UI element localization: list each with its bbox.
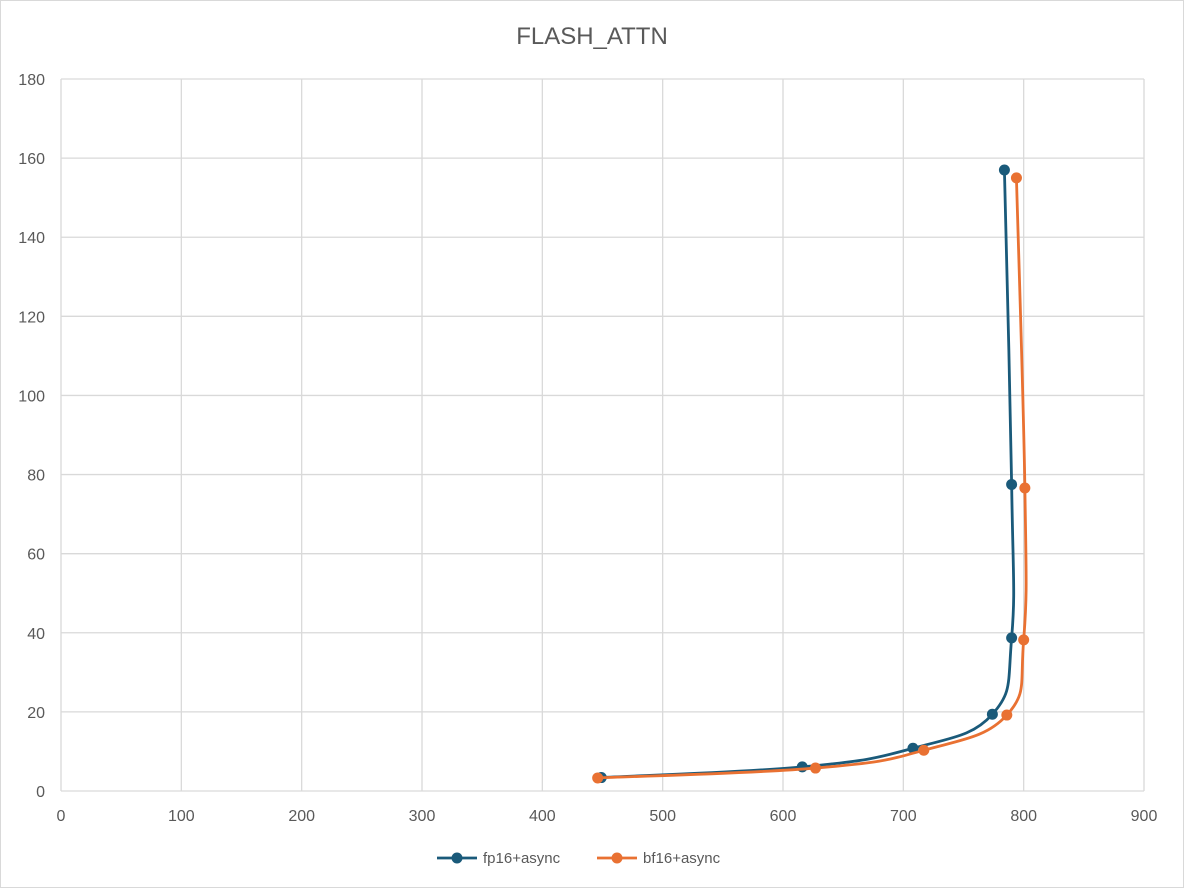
x-tick-label: 200 (288, 808, 315, 825)
y-tick-label: 140 (18, 230, 45, 247)
legend-label: fp16+async (483, 850, 561, 867)
data-point-marker (907, 742, 919, 754)
y-tick-label: 180 (18, 72, 45, 89)
legend-marker-swatch (451, 852, 463, 864)
series-fp16-async (595, 164, 1018, 784)
grid-horizontal-lines (61, 78, 1144, 792)
x-tick-label: 500 (649, 808, 676, 825)
x-axis-tick-labels: 0 100 200 300 400 500 600 700 800 900 (57, 808, 1158, 825)
chart-title: FLASH_ATTN (516, 23, 668, 50)
legend-label: bf16+async (643, 850, 721, 867)
legend-marker-swatch (611, 852, 623, 864)
x-tick-label: 0 (57, 808, 66, 825)
series-bf16-async (592, 172, 1031, 784)
data-point-marker (592, 772, 604, 784)
x-tick-label: 700 (890, 808, 917, 825)
y-tick-label: 120 (18, 309, 45, 326)
data-point-marker (809, 762, 821, 774)
data-point-marker (1001, 709, 1013, 721)
data-point-marker (1019, 482, 1031, 494)
data-point-marker (1010, 172, 1022, 184)
legend-item: fp16+async (437, 850, 561, 867)
x-tick-label: 300 (409, 808, 436, 825)
y-axis-tick-labels: 0 20 40 60 80 100 120 140 160 180 (18, 72, 45, 801)
legend: fp16+async bf16+async (437, 850, 721, 867)
y-tick-label: 100 (18, 388, 45, 405)
y-tick-label: 160 (18, 151, 45, 168)
data-point-marker (986, 708, 998, 720)
series-layer (592, 164, 1031, 784)
data-point-marker (1006, 478, 1018, 490)
series-line (599, 168, 1016, 779)
x-tick-label: 800 (1010, 808, 1037, 825)
data-point-marker (998, 164, 1010, 176)
data-point-marker (1006, 632, 1018, 644)
x-tick-label: 600 (770, 808, 797, 825)
y-tick-label: 0 (36, 784, 45, 801)
legend-item: bf16+async (597, 850, 721, 867)
x-tick-label: 100 (168, 808, 195, 825)
y-tick-label: 40 (27, 626, 45, 643)
y-tick-label: 20 (27, 705, 45, 722)
data-point-marker (918, 744, 930, 756)
series-line (596, 176, 1028, 780)
x-tick-label: 400 (529, 808, 556, 825)
y-tick-label: 60 (27, 547, 45, 564)
grid-vertical-lines (60, 79, 1145, 791)
y-tick-label: 80 (27, 468, 45, 485)
x-tick-label: 900 (1131, 808, 1158, 825)
data-point-marker (1018, 634, 1030, 646)
